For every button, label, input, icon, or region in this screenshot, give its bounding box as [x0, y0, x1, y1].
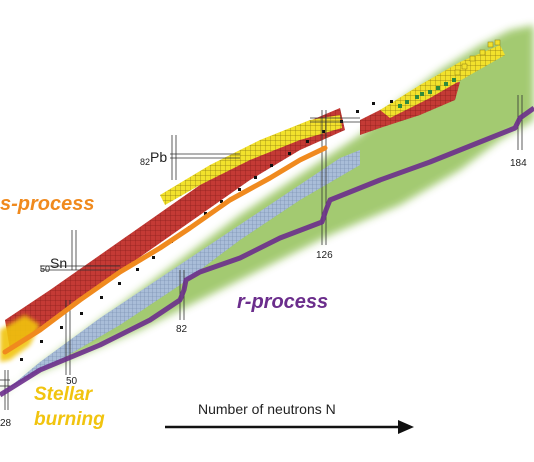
pb-sub: 82	[140, 157, 150, 167]
stellar-label-2: burning	[34, 409, 105, 430]
stellar-label-1: Stellar	[34, 384, 94, 405]
axis-label: Number of neutrons N	[198, 401, 336, 417]
axis-arrow-head	[398, 420, 414, 434]
yellow-cells-top	[454, 39, 501, 76]
r-process-path	[0, 105, 534, 398]
n50-label: 50	[66, 376, 78, 387]
sn-sub: 50	[40, 264, 50, 274]
s-process-path	[2, 145, 328, 355]
yellow-region	[160, 115, 342, 205]
yellow-region-top	[380, 45, 505, 118]
n126-label: 126	[316, 250, 333, 261]
s-process-label: s-process	[0, 193, 95, 215]
n82-label: 82	[176, 324, 188, 335]
sn-label: Sn	[50, 255, 67, 271]
red-region-upper	[360, 82, 460, 135]
n28-label: 28	[0, 418, 12, 429]
stable-nuclei	[20, 100, 393, 361]
dark-green-cells	[398, 78, 456, 108]
r-process-label: r-process	[237, 291, 328, 313]
red-region	[5, 108, 345, 350]
n184-label: 184	[510, 158, 527, 169]
pb-label: Pb	[150, 149, 167, 165]
